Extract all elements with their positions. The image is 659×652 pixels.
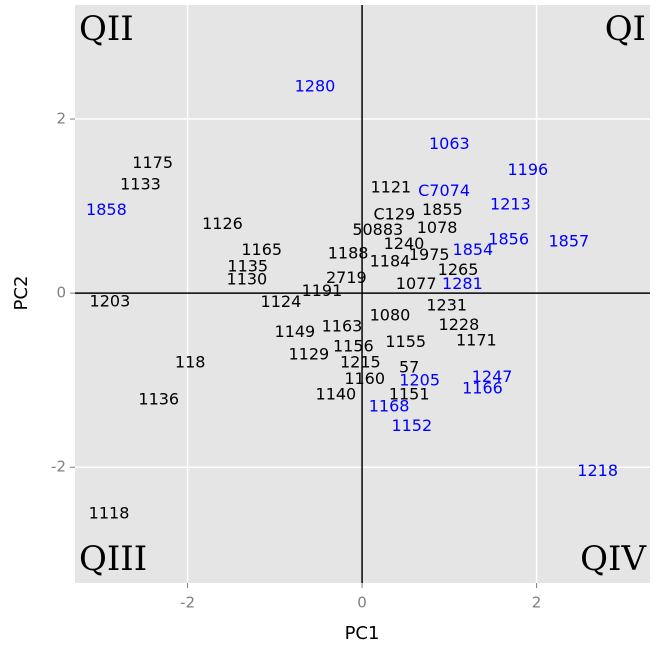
point-label: 1281 <box>442 274 483 293</box>
point-label: 1118 <box>89 504 130 523</box>
point-label: 1215 <box>340 352 381 371</box>
point-label: 1156 <box>333 337 374 356</box>
point-label: 118 <box>175 352 206 371</box>
point-label: 1160 <box>344 369 385 388</box>
point-label: 1218 <box>577 461 618 480</box>
point-label: 1188 <box>328 243 369 262</box>
point-label: 1166 <box>462 378 503 397</box>
point-label: 1203 <box>90 291 131 310</box>
point-label: 1175 <box>132 153 173 172</box>
y-tick-label: -2 <box>51 458 66 476</box>
point-label: 1077 <box>396 274 437 293</box>
point-label: 1121 <box>370 177 411 196</box>
point-label: 1152 <box>391 416 432 435</box>
point-label: 1858 <box>86 200 127 219</box>
point-label: 1136 <box>138 390 179 409</box>
point-label: 1231 <box>426 296 467 315</box>
point-label: 1063 <box>429 134 470 153</box>
point-label: 1213 <box>490 195 531 214</box>
point-label: 1133 <box>120 175 161 194</box>
point-label: 1163 <box>322 317 363 336</box>
x-tick-label: 2 <box>532 594 542 612</box>
point-label: 1191 <box>302 281 343 300</box>
point-label: 1265 <box>438 260 479 279</box>
point-label: 50883 <box>352 220 403 239</box>
point-label: 1155 <box>385 332 426 351</box>
point-label: 1140 <box>316 384 357 403</box>
point-label: 1130 <box>227 270 268 289</box>
x-axis-title: PC1 <box>345 623 380 644</box>
point-label: 1856 <box>488 230 529 249</box>
point-label: 1124 <box>261 292 302 311</box>
point-label: 57 <box>399 357 419 376</box>
point-label: 1165 <box>241 240 282 259</box>
point-label: 1857 <box>548 231 589 250</box>
point-label: 1151 <box>389 384 430 403</box>
point-label: 1129 <box>288 344 329 363</box>
point-label: 1205 <box>399 371 440 390</box>
point-label: C7074 <box>418 181 470 200</box>
point-label: 1280 <box>295 76 336 95</box>
point-label: 1078 <box>417 218 458 237</box>
point-label: 1240 <box>384 234 425 253</box>
point-label: 1975 <box>409 245 450 264</box>
quadrant-label: QII <box>79 9 134 49</box>
quadrant-label: QI <box>605 9 646 49</box>
point-label: 1126 <box>202 214 243 233</box>
point-label: 1855 <box>422 200 463 219</box>
point-label: 1080 <box>370 305 411 324</box>
point-label: 1149 <box>275 322 316 341</box>
y-axis-title: PC2 <box>11 276 32 311</box>
quadrant-label: QIII <box>79 539 147 579</box>
point-label: 1228 <box>439 315 480 334</box>
y-tick-label: 0 <box>56 284 66 302</box>
point-label: 1854 <box>453 240 494 259</box>
point-label: C129 <box>373 204 415 223</box>
point-label: 1135 <box>227 257 268 276</box>
point-label: 1168 <box>369 397 410 416</box>
x-tick-label: -2 <box>180 594 195 612</box>
point-label: 1184 <box>370 251 411 270</box>
quadrant-label: QIV <box>580 539 647 579</box>
point-label: 2719 <box>326 268 367 287</box>
y-tick-label: 2 <box>56 110 66 128</box>
point-label: 1171 <box>456 331 497 350</box>
point-label: 1196 <box>507 160 548 179</box>
point-label: 1247 <box>472 367 513 386</box>
x-tick-label: 0 <box>357 594 367 612</box>
